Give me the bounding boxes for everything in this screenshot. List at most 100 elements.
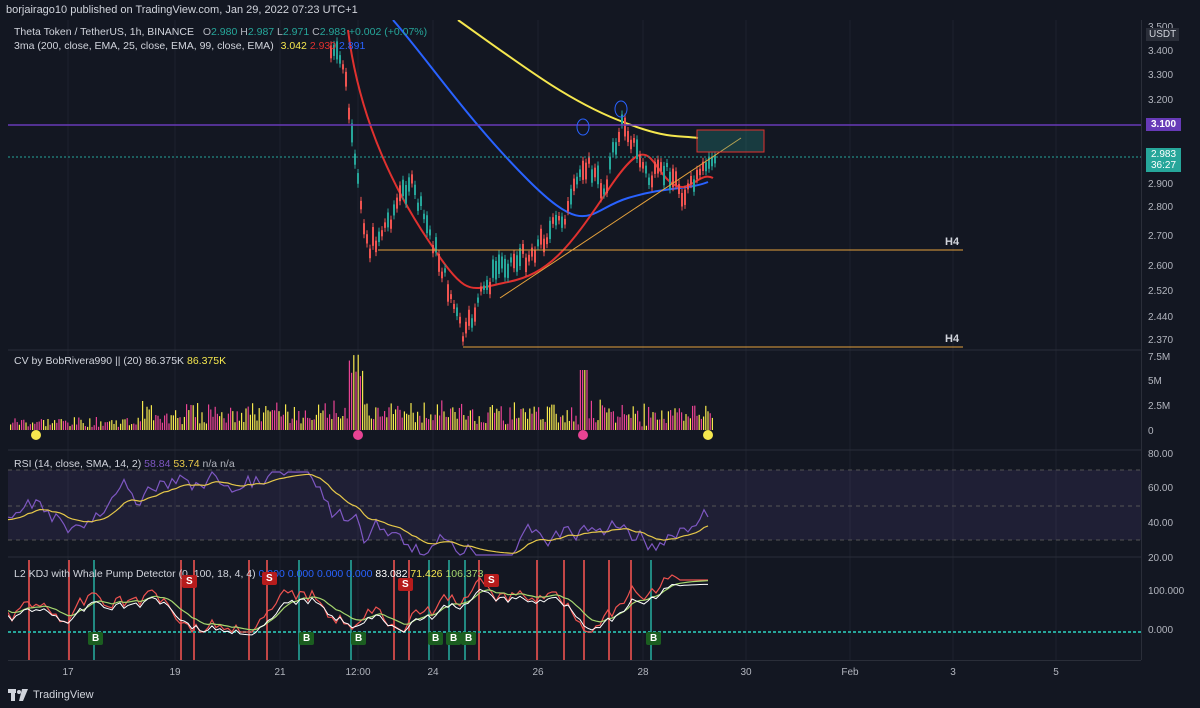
candle-body <box>483 285 485 290</box>
candle-body <box>663 165 665 186</box>
volume-bar <box>586 370 588 430</box>
volume-bar <box>694 405 696 430</box>
volume-bar <box>32 422 34 430</box>
volume-bar <box>450 408 452 430</box>
volume-bar <box>190 404 192 430</box>
chart-svg[interactable] <box>8 20 1141 660</box>
volume-bar <box>249 414 251 430</box>
volume-bar <box>520 409 522 430</box>
candle-body <box>690 175 692 185</box>
cv-legend[interactable]: CV by BobRivera990 || (20) 86.375K 86.37… <box>14 355 226 367</box>
price-tick: 2.440 <box>1148 312 1174 323</box>
cv-label: CV by BobRivera990 || (20) <box>14 355 143 367</box>
volume-bar <box>443 411 445 430</box>
rsi-band <box>8 470 1141 540</box>
time-scale[interactable]: 17 19 21 12:00 24 26 28 30 Feb 3 5 <box>8 660 1141 685</box>
volume-bar <box>588 418 590 430</box>
volume-bar <box>298 411 300 430</box>
volume-bar <box>645 425 647 430</box>
kdj-signal-bar <box>408 560 410 660</box>
volume-bar <box>146 406 148 430</box>
candle-body <box>630 139 632 150</box>
candles <box>330 37 716 346</box>
tradingview-logo[interactable]: TradingView <box>8 689 94 701</box>
target-box[interactable] <box>696 129 765 153</box>
volume-bar <box>109 421 111 430</box>
volume-bar <box>135 424 137 430</box>
candle-body <box>612 142 614 153</box>
volume-bar <box>236 411 238 430</box>
volume-bar <box>665 423 667 430</box>
candle-body <box>546 237 548 245</box>
volume-bar <box>381 416 383 430</box>
volume-bar <box>230 407 232 430</box>
currency-label[interactable]: USDT <box>1146 28 1180 41</box>
trendline[interactable] <box>499 137 742 299</box>
volume-bar <box>304 410 306 430</box>
volume-bar <box>315 414 317 430</box>
time-tick: 12:00 <box>345 667 371 678</box>
rsi-line <box>8 470 709 556</box>
candle-body <box>600 183 602 199</box>
candle-body <box>372 227 374 246</box>
volume-bar <box>485 423 487 430</box>
candle-body <box>693 179 695 192</box>
candle-body <box>678 184 680 194</box>
volume-bar <box>553 404 555 430</box>
candle-body <box>696 169 698 180</box>
volume-bar <box>619 417 621 430</box>
kdj-legend[interactable]: L2 KDJ with Whale Pump Detector (0, 100,… <box>14 568 483 580</box>
volume-bar <box>309 418 311 430</box>
volume-bar <box>91 426 93 430</box>
kdj-value-3: 0.000 <box>316 568 344 580</box>
candle-body <box>495 260 497 280</box>
candle-body <box>405 185 407 204</box>
candle-body <box>639 154 641 168</box>
volume-bar <box>465 419 467 430</box>
volume-bar <box>161 422 163 430</box>
ohlc-l-label: L <box>277 26 283 38</box>
volume-bar <box>243 421 245 430</box>
candle-body <box>519 247 521 267</box>
volume-bar <box>164 415 166 430</box>
volume-bar <box>216 413 218 430</box>
candle-body <box>429 229 431 236</box>
volume-bar <box>56 422 58 430</box>
last-price-badge: 2.983 36:27 <box>1146 148 1182 172</box>
time-tick: 19 <box>169 667 181 678</box>
candle-body <box>603 188 605 195</box>
volume-bar <box>60 419 62 430</box>
candle-body <box>501 256 503 269</box>
volume-bar <box>498 411 500 430</box>
volume-bar <box>34 423 36 430</box>
candle-body <box>702 161 704 171</box>
rsi-legend[interactable]: RSI (14, close, SMA, 14, 2) 58.84 53.74 … <box>14 458 235 470</box>
symbol-legend[interactable]: Theta Token / TetherUS, 1h, BINANCE O2.9… <box>14 26 427 38</box>
volume-bar <box>93 425 95 430</box>
volume-bar <box>441 400 443 430</box>
candle-body <box>525 257 527 273</box>
volume-bar <box>340 418 342 430</box>
candle-body <box>642 162 644 169</box>
volume-bar <box>639 421 641 430</box>
candle-body <box>384 222 386 228</box>
volume-bar <box>511 419 513 430</box>
volume-bar <box>650 417 652 430</box>
buy-marker: B <box>351 632 367 645</box>
candle-body <box>333 44 335 56</box>
ohlc-o-label: O <box>202 26 212 38</box>
chart-area[interactable]: Theta Token / TetherUS, 1h, BINANCE O2.9… <box>8 20 1141 660</box>
volume-bar <box>599 399 601 430</box>
volume-bar <box>703 416 705 430</box>
volume-bar <box>509 407 511 430</box>
ma-legend[interactable]: 3ma (200, close, EMA, 25, close, EMA, 99… <box>14 40 365 52</box>
volume-bar <box>137 417 139 430</box>
candle-body <box>564 218 566 225</box>
volume-bar <box>696 415 698 430</box>
volume-bar <box>84 426 86 430</box>
volume-bar <box>551 404 553 430</box>
ohlc-h: 2.987 <box>247 26 275 38</box>
candle-body <box>711 156 713 167</box>
price-scale[interactable]: 3.500 USDT 3.400 3.300 3.200 3.100 2.983… <box>1141 20 1200 660</box>
volume-bar <box>177 418 179 430</box>
